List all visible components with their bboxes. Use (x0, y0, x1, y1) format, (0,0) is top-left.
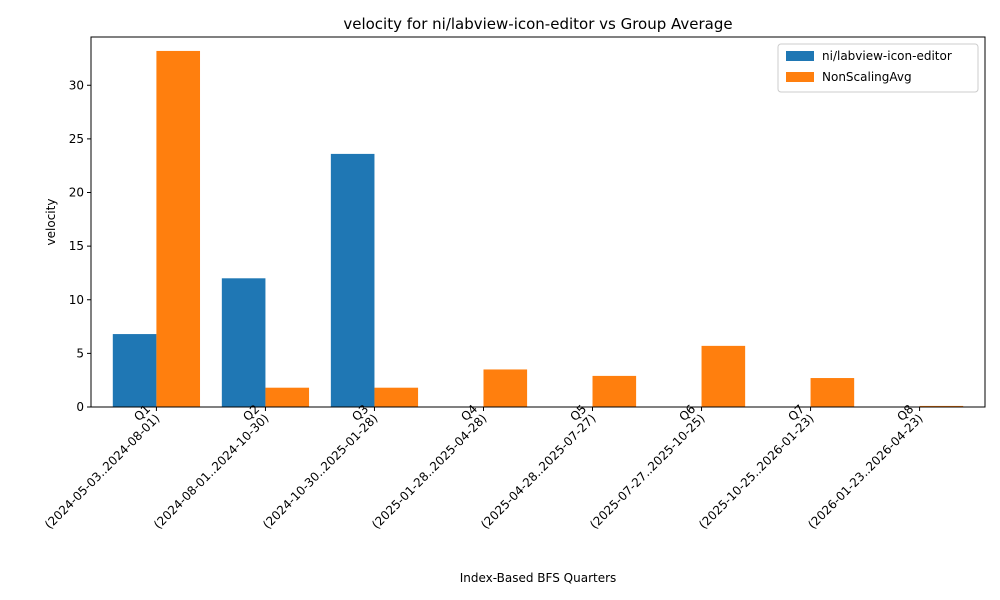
bar-avg-q2 (265, 387, 310, 407)
y-axis-label: velocity (44, 199, 58, 246)
x-tick-range: (2025-01-28..2025-04-28) (369, 411, 490, 532)
y-tick-label: 30 (69, 78, 84, 92)
legend-swatch-repo (786, 51, 814, 61)
y-tick-label: 10 (69, 293, 84, 307)
legend-swatch-avg (786, 72, 814, 82)
x-tick-range: (2024-08-01..2024-10-30) (151, 411, 272, 532)
bar-repo-q2 (221, 278, 266, 407)
x-tick-range: (2026-01-23..2026-04-23) (805, 411, 926, 532)
y-tick-label: 20 (69, 186, 84, 200)
bar-avg-q5 (592, 375, 637, 407)
x-tick-range: (2025-04-28..2025-07-27) (478, 411, 599, 532)
bar-repo-q1 (112, 334, 157, 407)
chart-title: velocity for ni/labview-icon-editor vs G… (343, 15, 732, 33)
x-axis: Q1(2024-05-03..2024-08-01) Q2(2024-08-01.… (33, 402, 926, 532)
y-tick-label: 0 (76, 400, 84, 414)
y-tick-label: 15 (69, 239, 84, 253)
bars-group (112, 50, 964, 407)
bar-avg-q8 (919, 405, 964, 407)
bar-avg-q4 (483, 369, 528, 407)
bar-avg-q1 (156, 50, 201, 407)
x-tick-range: (2025-07-27..2025-10-25) (587, 411, 708, 532)
bar-avg-q6 (701, 345, 746, 407)
y-tick-label: 5 (76, 346, 84, 360)
y-axis: 0 5 10 15 20 25 30 (69, 78, 91, 414)
x-tick-range: (2025-10-25..2026-01-23) (696, 411, 817, 532)
legend-label-repo: ni/labview-icon-editor (822, 49, 952, 63)
x-tick-range: (2024-10-30..2025-01-28) (260, 411, 381, 532)
bar-avg-q3 (374, 387, 419, 407)
legend: ni/labview-icon-editor NonScalingAvg (777, 43, 979, 93)
y-tick-label: 25 (69, 132, 84, 146)
x-tick-range: (2024-05-03..2024-08-01) (42, 411, 163, 532)
legend-label-avg: NonScalingAvg (822, 70, 912, 84)
x-axis-label: Index-Based BFS Quarters (460, 571, 617, 585)
plot-frame (90, 36, 986, 408)
bar-avg-q7 (810, 378, 855, 407)
legend-box (777, 43, 979, 93)
x-tick-label-q1: Q1(2024-05-03..2024-08-01) (33, 402, 163, 532)
bar-repo-q3 (330, 153, 375, 407)
